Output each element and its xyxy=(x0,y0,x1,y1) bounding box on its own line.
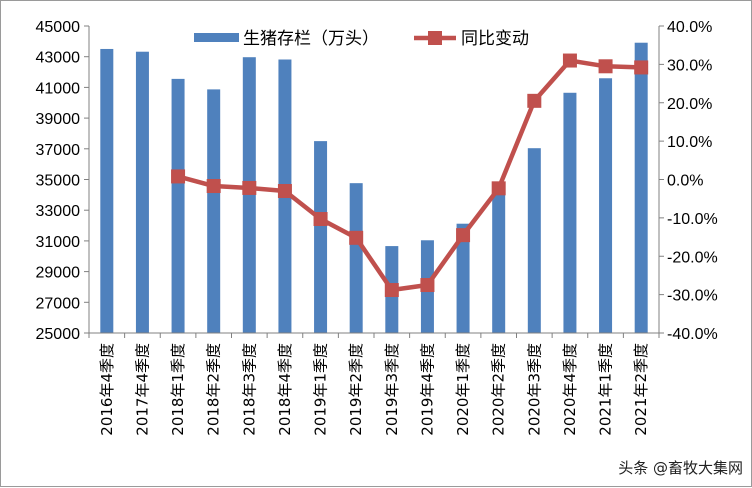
line-marker xyxy=(456,228,471,243)
line-marker xyxy=(598,59,613,74)
x-category-label: 2021年1季度 xyxy=(597,343,615,436)
bar xyxy=(349,183,363,333)
bar xyxy=(599,78,613,333)
watermark: 头条 @畜牧大集网 xyxy=(618,459,743,477)
line-marker xyxy=(242,180,257,195)
line-marker xyxy=(277,184,292,199)
y-right-tick-label: 0.0% xyxy=(667,173,703,190)
bar xyxy=(563,92,577,334)
bars-group xyxy=(100,42,648,334)
y-left-tick-label: 43000 xyxy=(36,50,81,67)
legend-bar-label: 生猪存栏（万头） xyxy=(243,29,379,49)
bar xyxy=(456,223,470,333)
y-left-tick-label: 41000 xyxy=(36,80,81,97)
bar xyxy=(634,42,648,333)
line-marker xyxy=(634,60,649,75)
axes-group: 25000 27000 29000 31000 33000 35000 37000 39000… xyxy=(36,19,718,436)
line-series-group xyxy=(171,53,649,298)
line-marker xyxy=(171,169,186,184)
line-marker xyxy=(491,181,506,196)
x-category-label: 2020年2季度 xyxy=(490,343,508,436)
y-left-tick-label: 25000 xyxy=(36,326,81,343)
legend-bar-swatch xyxy=(194,33,239,42)
x-category-label: 2019年1季度 xyxy=(312,343,330,436)
y-left-tick-label: 29000 xyxy=(36,265,81,282)
x-category-label: 2020年1季度 xyxy=(454,343,472,436)
y-right-tick-label: 20.0% xyxy=(667,96,712,113)
y-left-tick-label: 33000 xyxy=(36,203,81,220)
line-marker xyxy=(562,53,577,68)
bar xyxy=(314,141,328,333)
y-left-tick-label: 37000 xyxy=(36,142,81,159)
line-marker xyxy=(420,278,435,293)
bar xyxy=(527,148,541,333)
x-category-label: 2019年4季度 xyxy=(418,343,436,436)
y-right-tick-label: -20.0% xyxy=(667,249,718,266)
x-category-label: 2020年4季度 xyxy=(561,343,579,436)
x-category-label: 2019年2季度 xyxy=(347,343,365,436)
bar xyxy=(135,51,149,334)
x-category-label: 2019年3季度 xyxy=(383,343,401,436)
y-left-tick-label: 31000 xyxy=(36,234,81,251)
y-right-tick-label: -10.0% xyxy=(667,211,718,228)
x-category-label: 2018年4季度 xyxy=(276,343,294,436)
line-marker xyxy=(349,230,364,245)
legend: 生猪存栏（万头） 同比变动 xyxy=(194,29,529,49)
bar xyxy=(171,78,185,333)
x-category-label: 2016年4季度 xyxy=(98,343,116,436)
y-left-tick-label: 39000 xyxy=(36,111,81,128)
line-marker xyxy=(527,93,542,108)
bar xyxy=(242,57,256,334)
x-category-label: 2018年3季度 xyxy=(240,343,258,436)
legend-line-marker xyxy=(428,31,442,45)
y-right-tick-label: 30.0% xyxy=(667,57,712,74)
y-left-tick-label: 45000 xyxy=(36,19,81,36)
x-category-label: 2021年2季度 xyxy=(632,343,650,436)
bar xyxy=(492,194,506,333)
y-left-tick-label: 27000 xyxy=(36,295,81,312)
x-category-label: 2017年4季度 xyxy=(133,343,151,436)
y-right-tick-label: -30.0% xyxy=(667,288,718,305)
x-category-label: 2018年2季度 xyxy=(205,343,223,436)
legend-line-label: 同比变动 xyxy=(461,29,529,49)
y-left-tick-label: 35000 xyxy=(36,173,81,190)
line-marker xyxy=(206,179,221,194)
y-right-tick-label: -40.0% xyxy=(667,326,718,343)
line-marker xyxy=(384,283,399,298)
x-category-label: 2018年1季度 xyxy=(169,343,187,436)
y-right-tick-label: 40.0% xyxy=(667,19,712,36)
y-right-tick-label: 10.0% xyxy=(667,134,712,151)
x-category-label: 2020年3季度 xyxy=(525,343,543,436)
bar xyxy=(100,48,114,334)
line-marker xyxy=(313,212,328,227)
bar xyxy=(207,89,221,333)
